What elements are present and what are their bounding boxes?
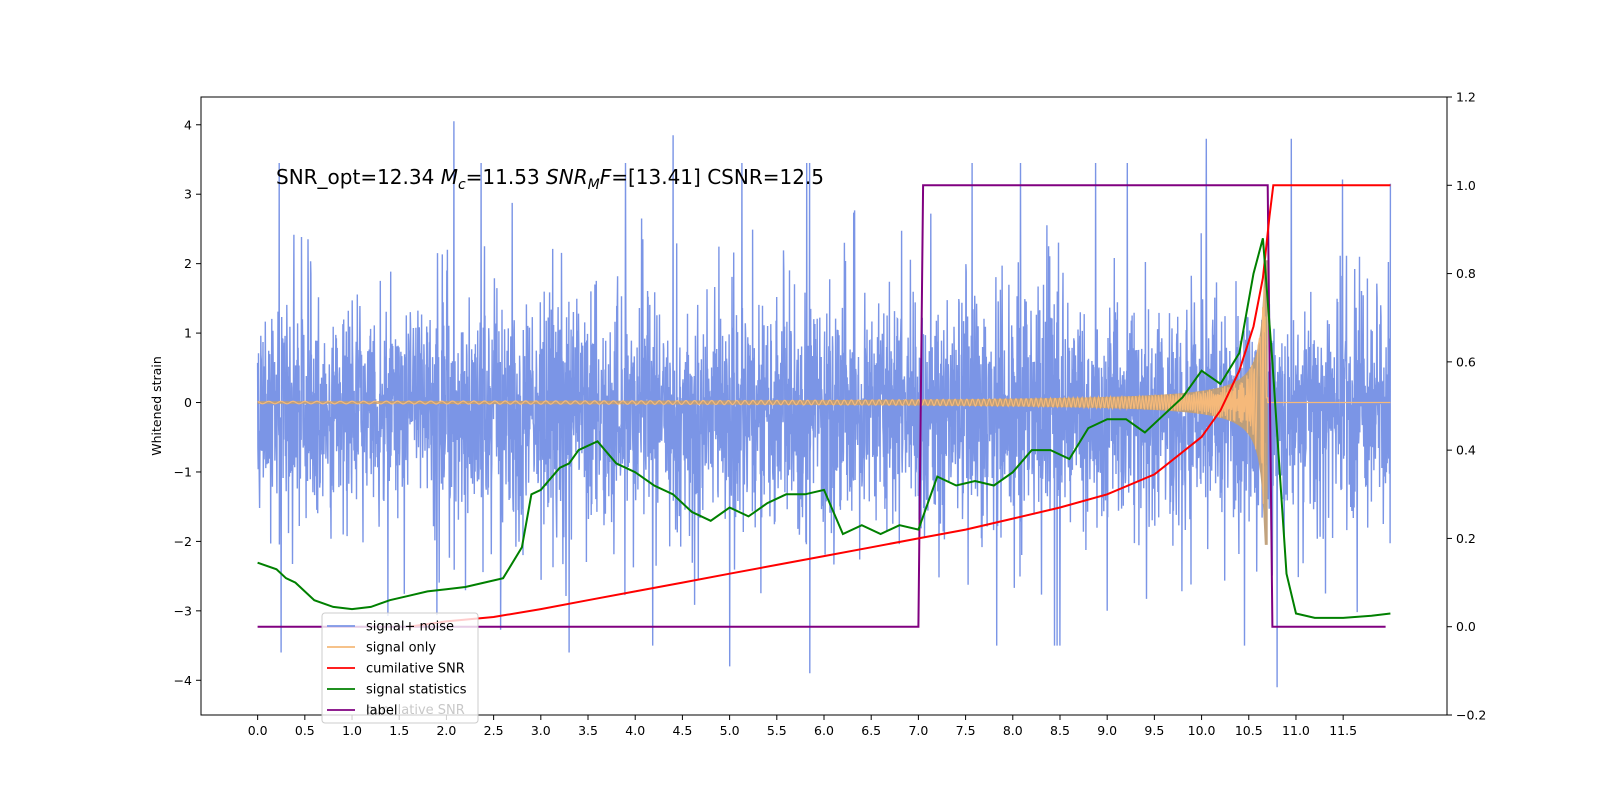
- y2-tick-label: 0.6: [1456, 354, 1476, 369]
- x-tick-label: 9.0: [1097, 723, 1117, 738]
- x-tick-label: 7.0: [908, 723, 928, 738]
- legend-label: signal+ noise: [366, 620, 454, 635]
- x-tick-label: 7.5: [956, 723, 976, 738]
- annotation-mc-symbol: M: [441, 165, 458, 189]
- x-tick-label: 11.5: [1329, 723, 1357, 738]
- x-tick-label: 8.0: [1003, 723, 1023, 738]
- legend-label: cumilative SNR: [366, 662, 465, 677]
- y-axis-right: 1.2 1.0 0.8 0.6 0.4 0.2 0.0 −0.2: [1447, 90, 1486, 723]
- series-signal-statistics: [257, 238, 1391, 619]
- y-tick-label: 4: [184, 117, 192, 132]
- legend: cumilative SNR signal+ noise signal only c…: [321, 612, 479, 724]
- legend-label: label: [366, 704, 397, 719]
- x-tick-label: 10.0: [1188, 723, 1216, 738]
- legend-item: cumilative SNR: [327, 662, 465, 677]
- annotation-prefix: SNR_opt=12.34: [276, 165, 441, 189]
- y2-tick-label: 0.8: [1456, 266, 1476, 281]
- y-tick-label: 3: [184, 187, 192, 202]
- x-tick-label: 1.0: [342, 723, 362, 738]
- x-tick-label: 0.5: [295, 723, 315, 738]
- series-signal-noise: [256, 121, 1392, 688]
- x-tick-label: 3.0: [531, 723, 551, 738]
- annotation-mc-sub: c: [458, 177, 466, 193]
- series-signal-only: [257, 287, 1391, 504]
- legend-item: signal only: [327, 641, 436, 656]
- legend-items: signal+ noise signal only cumilative SNR si…: [327, 620, 467, 719]
- chart-annotation: SNR_opt=12.34 Mc=11.53 SNRMF=[13.41] CSN…: [276, 165, 824, 193]
- series-cumulative-snr: [408, 184, 1391, 628]
- y-tick-label: 2: [184, 256, 192, 271]
- annotation-snr-symbol: SNR: [546, 165, 588, 189]
- x-tick-label: 3.5: [578, 723, 598, 738]
- legend-item: signal statistics: [327, 683, 467, 698]
- legend-label: signal statistics: [366, 683, 467, 698]
- y2-tick-label: 0.0: [1456, 619, 1476, 634]
- y-tick-label: −4: [174, 673, 192, 688]
- y2-tick-label: −0.2: [1456, 708, 1486, 723]
- x-tick-label: 5.0: [720, 723, 740, 738]
- x-tick-label: 6.5: [861, 723, 881, 738]
- x-tick-label: 5.5: [767, 723, 787, 738]
- x-tick-label: 2.5: [484, 723, 504, 738]
- legend-item: signal+ noise: [327, 620, 454, 635]
- y2-tick-label: 1.2: [1456, 90, 1476, 105]
- y-tick-label: −2: [174, 534, 192, 549]
- x-tick-label: 1.5: [389, 723, 409, 738]
- annotation-mc-value: =11.53: [466, 165, 546, 189]
- y-tick-label: −3: [174, 603, 192, 618]
- y-axis-label: Whitened strain: [149, 356, 164, 455]
- x-tick-label: 9.5: [1144, 723, 1164, 738]
- y-tick-label: 0: [184, 395, 192, 410]
- x-tick-label: 2.0: [436, 723, 456, 738]
- x-tick-label: 0.0: [248, 723, 268, 738]
- y2-tick-label: 0.2: [1456, 531, 1476, 546]
- x-tick-label: 8.5: [1050, 723, 1070, 738]
- legend-box: [321, 612, 479, 724]
- annotation-snr-value: =[13.41] CSNR=12.5: [611, 165, 824, 189]
- y-tick-label: −1: [174, 464, 192, 479]
- series-label: [257, 184, 1386, 628]
- legend-item: label: [327, 704, 397, 719]
- y2-tick-label: 0.4: [1456, 443, 1476, 458]
- annotation-snr-sub: M: [588, 177, 600, 193]
- legend-label: signal only: [366, 641, 436, 656]
- y-axis-left: 4 3 2 1 0 −1 −2 −3 −4: [174, 117, 201, 688]
- plot-area: [256, 121, 1392, 688]
- x-tick-label: 6.0: [814, 723, 834, 738]
- legend-overlap-text: cumilative SNR: [366, 703, 465, 718]
- y-tick-label: 1: [184, 326, 192, 341]
- annotation-snr-f: F: [600, 165, 612, 189]
- x-tick-label: 11.0: [1282, 723, 1310, 738]
- x-tick-label: 10.5: [1235, 723, 1263, 738]
- x-tick-label: 4.5: [672, 723, 692, 738]
- x-axis: 0.0 0.5 1.0 1.5 2.0 2.5 3.0 3.5 4.0 4.5 5.0 5.5 6.0 6…: [248, 715, 1357, 738]
- x-tick-label: 4.0: [625, 723, 645, 738]
- y2-tick-label: 1.0: [1456, 178, 1476, 193]
